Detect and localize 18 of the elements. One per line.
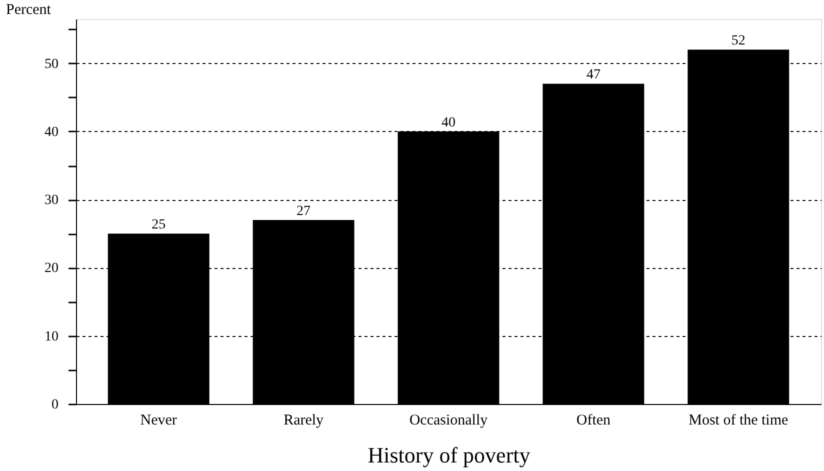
data-label: 40 [442, 115, 456, 130]
y-axis-title: Percent [6, 2, 52, 18]
data-label: 52 [731, 34, 746, 49]
x-tick-label: Never [140, 412, 177, 428]
y-tick-label: 40 [44, 124, 58, 140]
y-tick-label: 10 [44, 329, 58, 344]
x-tick-label: Often [576, 412, 612, 428]
x-tick-label: Most of the time [688, 412, 789, 428]
y-tick-label: 30 [44, 193, 58, 208]
data-label: 25 [152, 218, 166, 233]
data-label: 27 [296, 204, 311, 220]
x-axis-title: History of poverty [368, 442, 530, 468]
y-tick-label: 50 [44, 56, 58, 72]
y-tick-label: 20 [44, 261, 58, 276]
y-tick-label: 0 [52, 398, 58, 412]
data-label: 47 [586, 68, 600, 83]
x-tick-label: Occasionally [409, 412, 488, 428]
x-tick-label: Rarely [284, 412, 324, 428]
